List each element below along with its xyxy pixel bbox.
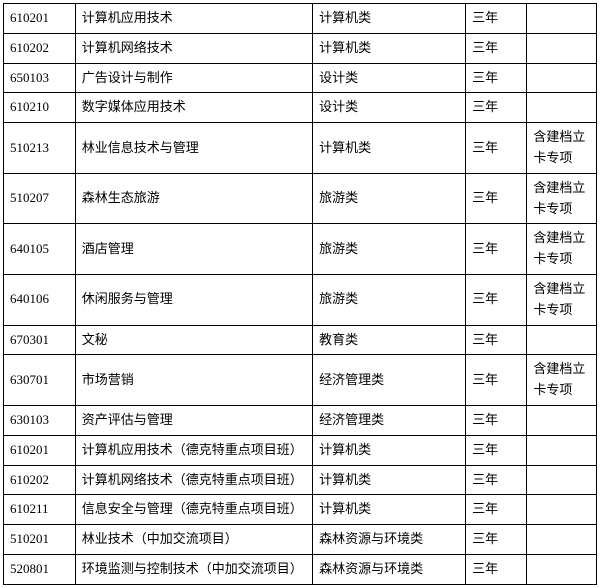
cell-duration: 三年: [466, 173, 527, 224]
cell-code: 520801: [4, 554, 76, 584]
cell-name: 休闲服务与管理: [75, 274, 312, 325]
cell-name: 林业信息技术与管理: [75, 123, 312, 174]
cell-duration: 三年: [466, 355, 527, 406]
cell-note: 含建档立卡专项: [527, 355, 597, 406]
cell-code: 640106: [4, 274, 76, 325]
cell-code: 630701: [4, 355, 76, 406]
cell-note: [527, 325, 597, 355]
cell-note: [527, 33, 597, 63]
cell-duration: 三年: [466, 224, 527, 275]
cell-category: 计算机类: [313, 4, 466, 34]
cell-duration: 三年: [466, 93, 527, 123]
cell-category: 森林资源与环境类: [313, 525, 466, 555]
cell-duration: 三年: [466, 525, 527, 555]
table-row: 640105酒店管理旅游类三年含建档立卡专项: [4, 224, 597, 275]
table-row: 670301文秘教育类三年: [4, 325, 597, 355]
cell-note: 含建档立卡专项: [527, 224, 597, 275]
cell-code: 610202: [4, 33, 76, 63]
table-row: 610202计算机网络技术（德克特重点项目班）计算机类三年: [4, 465, 597, 495]
cell-code: 610211: [4, 495, 76, 525]
cell-note: 含建档立卡专项: [527, 123, 597, 174]
cell-code: 610210: [4, 93, 76, 123]
cell-note: [527, 465, 597, 495]
cell-note: [527, 93, 597, 123]
table-row: 630701市场营销经济管理类三年含建档立卡专项: [4, 355, 597, 406]
cell-category: 旅游类: [313, 224, 466, 275]
cell-duration: 三年: [466, 325, 527, 355]
cell-category: 设计类: [313, 63, 466, 93]
cell-name: 计算机网络技术（德克特重点项目班）: [75, 465, 312, 495]
cell-duration: 三年: [466, 123, 527, 174]
cell-category: 计算机类: [313, 123, 466, 174]
cell-name: 计算机网络技术: [75, 33, 312, 63]
table-row: 510213林业信息技术与管理计算机类三年含建档立卡专项: [4, 123, 597, 174]
table-row: 640106休闲服务与管理旅游类三年含建档立卡专项: [4, 274, 597, 325]
cell-name: 森林生态旅游: [75, 173, 312, 224]
cell-code: 510201: [4, 525, 76, 555]
cell-code: 670301: [4, 325, 76, 355]
cell-duration: 三年: [466, 405, 527, 435]
cell-note: [527, 525, 597, 555]
cell-name: 资产评估与管理: [75, 405, 312, 435]
cell-note: 含建档立卡专项: [527, 274, 597, 325]
cell-category: 经济管理类: [313, 355, 466, 406]
cell-category: 经济管理类: [313, 405, 466, 435]
cell-category: 旅游类: [313, 274, 466, 325]
cell-name: 广告设计与制作: [75, 63, 312, 93]
table-row: 520801环境监测与控制技术（中加交流项目）森林资源与环境类三年: [4, 554, 597, 584]
table-row: 610211信息安全与管理（德克特重点项目班）计算机类三年: [4, 495, 597, 525]
cell-code: 610201: [4, 435, 76, 465]
cell-name: 计算机应用技术（德克特重点项目班）: [75, 435, 312, 465]
table-row: 510201林业技术（中加交流项目）森林资源与环境类三年: [4, 525, 597, 555]
cell-name: 数字媒体应用技术: [75, 93, 312, 123]
cell-duration: 三年: [466, 495, 527, 525]
cell-category: 计算机类: [313, 33, 466, 63]
table-row: 610201计算机应用技术（德克特重点项目班）计算机类三年: [4, 435, 597, 465]
cell-category: 旅游类: [313, 173, 466, 224]
cell-duration: 三年: [466, 33, 527, 63]
cell-duration: 三年: [466, 435, 527, 465]
cell-name: 酒店管理: [75, 224, 312, 275]
cell-note: [527, 63, 597, 93]
table-row: 630103资产评估与管理经济管理类三年: [4, 405, 597, 435]
cell-code: 610201: [4, 4, 76, 34]
table-row: 610202计算机网络技术计算机类三年: [4, 33, 597, 63]
cell-note: [527, 4, 597, 34]
cell-name: 计算机应用技术: [75, 4, 312, 34]
cell-note: 含建档立卡专项: [527, 173, 597, 224]
table-row: 610210数字媒体应用技术设计类三年: [4, 93, 597, 123]
cell-category: 计算机类: [313, 465, 466, 495]
cell-note: [527, 435, 597, 465]
cell-duration: 三年: [466, 63, 527, 93]
cell-code: 510207: [4, 173, 76, 224]
cell-name: 林业技术（中加交流项目）: [75, 525, 312, 555]
cell-code: 640105: [4, 224, 76, 275]
cell-duration: 三年: [466, 554, 527, 584]
cell-category: 森林资源与环境类: [313, 554, 466, 584]
cell-duration: 三年: [466, 4, 527, 34]
cell-code: 650103: [4, 63, 76, 93]
table-row: 650103广告设计与制作设计类三年: [4, 63, 597, 93]
cell-note: [527, 554, 597, 584]
table-row: 510207森林生态旅游旅游类三年含建档立卡专项: [4, 173, 597, 224]
cell-name: 信息安全与管理（德克特重点项目班）: [75, 495, 312, 525]
cell-category: 计算机类: [313, 495, 466, 525]
cell-duration: 三年: [466, 274, 527, 325]
majors-table: 610201计算机应用技术计算机类三年610202计算机网络技术计算机类三年65…: [3, 3, 597, 585]
cell-name: 文秘: [75, 325, 312, 355]
cell-code: 510213: [4, 123, 76, 174]
cell-name: 环境监测与控制技术（中加交流项目）: [75, 554, 312, 584]
cell-note: [527, 495, 597, 525]
cell-code: 630103: [4, 405, 76, 435]
cell-category: 设计类: [313, 93, 466, 123]
cell-name: 市场营销: [75, 355, 312, 406]
cell-code: 610202: [4, 465, 76, 495]
cell-duration: 三年: [466, 465, 527, 495]
table-row: 610201计算机应用技术计算机类三年: [4, 4, 597, 34]
cell-category: 教育类: [313, 325, 466, 355]
cell-category: 计算机类: [313, 435, 466, 465]
cell-note: [527, 405, 597, 435]
